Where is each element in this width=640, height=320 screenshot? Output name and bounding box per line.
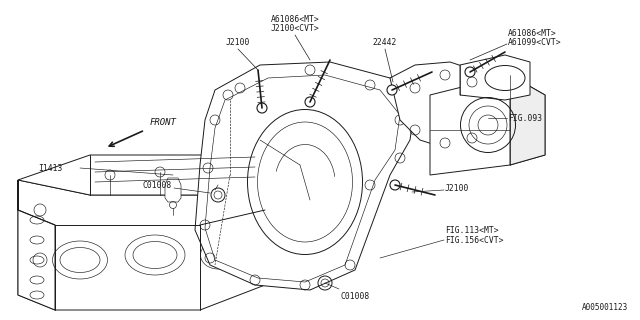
Text: C01008: C01008 xyxy=(143,180,172,189)
Text: FIG.093: FIG.093 xyxy=(508,114,542,123)
Text: J2100: J2100 xyxy=(226,38,250,47)
Text: J2100: J2100 xyxy=(445,183,469,193)
Text: A61086<MT>: A61086<MT> xyxy=(508,29,557,38)
Text: FRONT: FRONT xyxy=(150,118,177,127)
Text: A61086<MT>: A61086<MT> xyxy=(271,15,319,24)
Polygon shape xyxy=(18,155,265,210)
Text: A005001123: A005001123 xyxy=(582,303,628,312)
Polygon shape xyxy=(510,75,545,165)
Polygon shape xyxy=(18,180,55,310)
Polygon shape xyxy=(390,62,495,148)
Polygon shape xyxy=(460,55,530,100)
Text: C01008: C01008 xyxy=(340,292,369,301)
Circle shape xyxy=(387,85,397,95)
Circle shape xyxy=(465,67,475,77)
Text: A61099<CVT>: A61099<CVT> xyxy=(508,38,562,47)
Polygon shape xyxy=(18,180,265,310)
Text: I1413: I1413 xyxy=(38,164,62,172)
Circle shape xyxy=(390,180,400,190)
Polygon shape xyxy=(430,75,545,175)
Circle shape xyxy=(305,97,315,107)
Polygon shape xyxy=(195,62,415,290)
Text: 22442: 22442 xyxy=(373,38,397,47)
Polygon shape xyxy=(165,178,181,202)
Text: FIG.113<MT>: FIG.113<MT> xyxy=(445,226,499,235)
Text: FIG.156<CVT>: FIG.156<CVT> xyxy=(445,236,504,245)
Circle shape xyxy=(257,103,267,113)
Text: J2100<CVT>: J2100<CVT> xyxy=(271,24,319,33)
